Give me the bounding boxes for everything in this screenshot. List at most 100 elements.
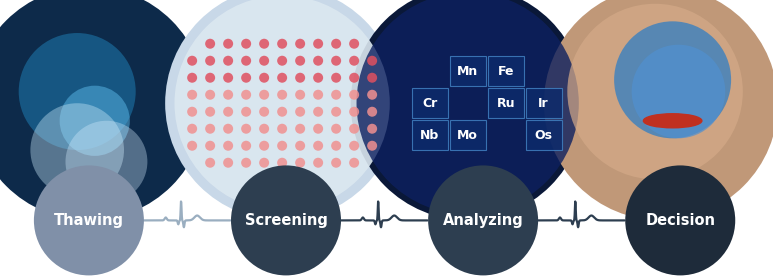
Ellipse shape <box>367 56 377 66</box>
FancyBboxPatch shape <box>488 88 523 118</box>
Ellipse shape <box>313 56 323 66</box>
Ellipse shape <box>313 124 323 134</box>
Ellipse shape <box>295 73 305 83</box>
Ellipse shape <box>278 73 287 83</box>
Ellipse shape <box>187 141 197 151</box>
Ellipse shape <box>295 158 305 168</box>
Ellipse shape <box>205 107 215 117</box>
Text: Ir: Ir <box>538 97 549 110</box>
Ellipse shape <box>367 90 377 100</box>
Ellipse shape <box>331 73 341 83</box>
Ellipse shape <box>278 124 287 134</box>
Ellipse shape <box>367 73 377 83</box>
Ellipse shape <box>175 0 390 211</box>
FancyBboxPatch shape <box>412 88 448 118</box>
FancyBboxPatch shape <box>526 88 562 118</box>
Ellipse shape <box>187 124 197 134</box>
Text: Os: Os <box>535 129 553 142</box>
Ellipse shape <box>223 39 233 49</box>
Ellipse shape <box>331 158 341 168</box>
Ellipse shape <box>60 86 130 156</box>
Ellipse shape <box>331 107 341 117</box>
Ellipse shape <box>223 90 233 100</box>
FancyBboxPatch shape <box>412 120 448 150</box>
Text: Thawing: Thawing <box>54 213 124 228</box>
Ellipse shape <box>544 0 773 220</box>
Ellipse shape <box>625 165 735 275</box>
Ellipse shape <box>331 56 341 66</box>
Ellipse shape <box>278 90 287 100</box>
Ellipse shape <box>187 107 197 117</box>
Ellipse shape <box>259 124 269 134</box>
FancyBboxPatch shape <box>488 56 523 86</box>
Ellipse shape <box>241 90 251 100</box>
FancyBboxPatch shape <box>450 56 485 86</box>
Ellipse shape <box>295 56 305 66</box>
Ellipse shape <box>351 0 584 220</box>
Ellipse shape <box>313 39 323 49</box>
Ellipse shape <box>187 73 197 83</box>
Ellipse shape <box>349 73 359 83</box>
Ellipse shape <box>295 107 305 117</box>
Ellipse shape <box>349 124 359 134</box>
Ellipse shape <box>331 90 341 100</box>
Ellipse shape <box>241 73 251 83</box>
Ellipse shape <box>259 56 269 66</box>
Ellipse shape <box>614 21 731 138</box>
Ellipse shape <box>259 39 269 49</box>
Text: Ru: Ru <box>496 97 515 110</box>
Ellipse shape <box>241 39 251 49</box>
Ellipse shape <box>259 73 269 83</box>
Ellipse shape <box>205 73 215 83</box>
FancyBboxPatch shape <box>526 120 562 150</box>
Ellipse shape <box>567 4 743 179</box>
Ellipse shape <box>313 90 323 100</box>
Ellipse shape <box>349 141 359 151</box>
Ellipse shape <box>241 158 251 168</box>
Ellipse shape <box>231 165 341 275</box>
Ellipse shape <box>367 124 377 134</box>
Ellipse shape <box>349 90 359 100</box>
Ellipse shape <box>241 141 251 151</box>
Ellipse shape <box>313 141 323 151</box>
Ellipse shape <box>349 39 359 49</box>
Ellipse shape <box>241 124 251 134</box>
Ellipse shape <box>205 158 215 168</box>
Ellipse shape <box>223 141 233 151</box>
Ellipse shape <box>367 107 377 117</box>
Ellipse shape <box>241 107 251 117</box>
FancyBboxPatch shape <box>450 120 485 150</box>
Ellipse shape <box>0 0 206 220</box>
Text: Screening: Screening <box>244 213 328 228</box>
Ellipse shape <box>428 165 538 275</box>
Ellipse shape <box>30 103 124 197</box>
Ellipse shape <box>205 56 215 66</box>
Ellipse shape <box>205 141 215 151</box>
Ellipse shape <box>278 158 287 168</box>
Ellipse shape <box>331 39 341 49</box>
Ellipse shape <box>643 114 702 128</box>
Ellipse shape <box>356 0 579 214</box>
Ellipse shape <box>259 107 269 117</box>
Ellipse shape <box>241 56 251 66</box>
Ellipse shape <box>349 107 359 117</box>
Text: Mo: Mo <box>457 129 478 142</box>
Ellipse shape <box>349 56 359 66</box>
Ellipse shape <box>278 107 287 117</box>
Ellipse shape <box>632 45 725 138</box>
Ellipse shape <box>165 0 399 220</box>
Ellipse shape <box>205 90 215 100</box>
Ellipse shape <box>223 56 233 66</box>
Ellipse shape <box>205 39 215 49</box>
Ellipse shape <box>278 39 287 49</box>
Ellipse shape <box>187 56 197 66</box>
Text: Analyzing: Analyzing <box>443 213 523 228</box>
Text: Cr: Cr <box>422 97 438 110</box>
Text: Mn: Mn <box>457 65 478 78</box>
Ellipse shape <box>331 124 341 134</box>
Ellipse shape <box>295 141 305 151</box>
Ellipse shape <box>259 158 269 168</box>
Ellipse shape <box>259 90 269 100</box>
Ellipse shape <box>223 107 233 117</box>
Ellipse shape <box>313 107 323 117</box>
